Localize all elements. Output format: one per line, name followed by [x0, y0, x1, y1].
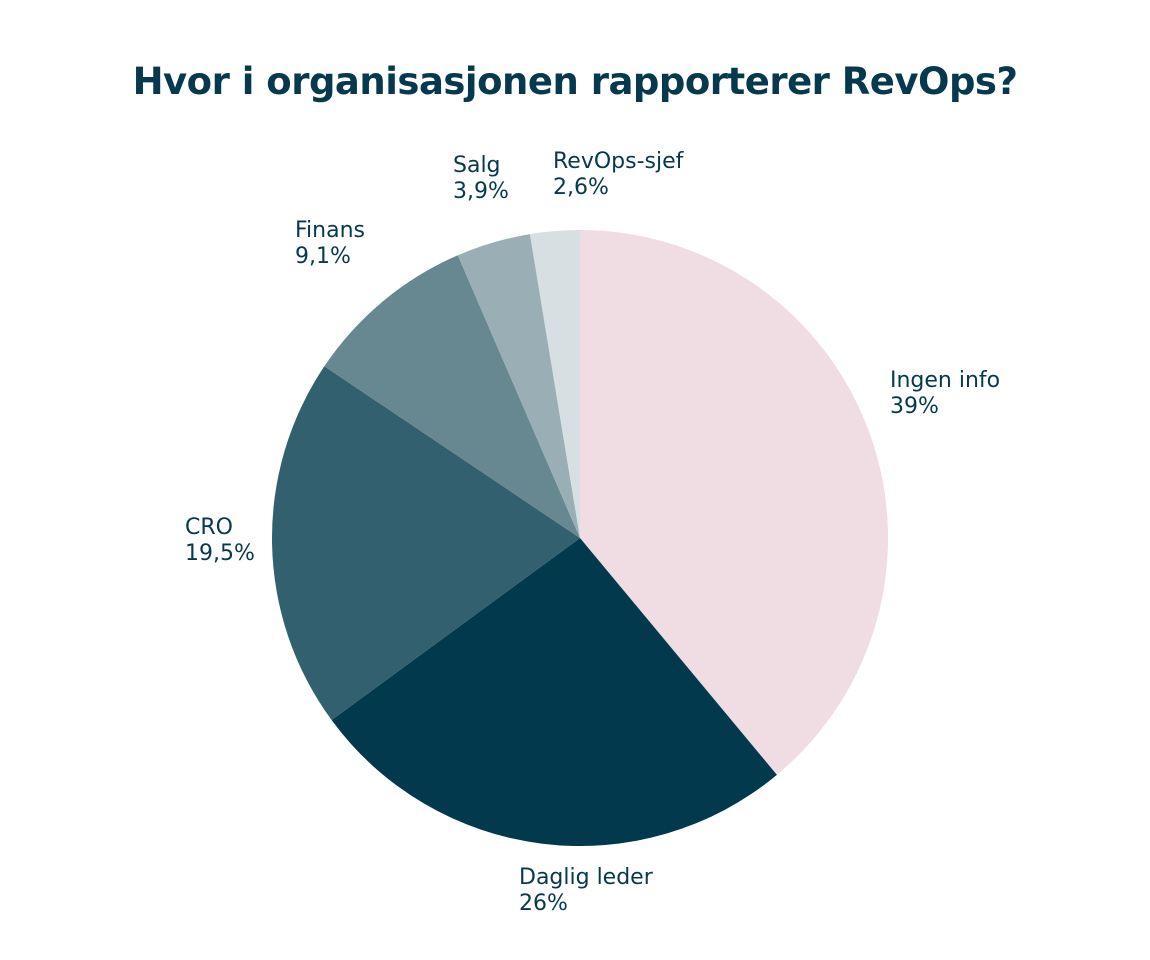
slice-label-ingen-info: Ingen info 39%	[890, 368, 1000, 420]
chart-title: Hvor i organisasjonen rapporterer RevOps…	[132, 60, 1018, 103]
slice-label-value: 19,5%	[185, 541, 255, 566]
pie-slice-finans	[324, 255, 580, 538]
pie-slice-ingen-info	[580, 230, 889, 775]
slice-label-revops-sjef: RevOps-sjef 2,6%	[553, 149, 683, 201]
slice-label-daglig-leder: Daglig leder 26%	[519, 865, 653, 917]
slice-label-value: 26%	[519, 891, 568, 916]
pie-slice-revops-sjef	[529, 230, 580, 538]
pie-slice-salg	[457, 234, 580, 538]
slice-label-name: RevOps-sjef	[553, 149, 684, 174]
slice-label-value: 3,9%	[453, 179, 509, 204]
slice-label-value: 2,6%	[553, 175, 609, 200]
slice-label-salg: Salg 3,9%	[453, 153, 509, 205]
slice-label-value: 9,1%	[295, 244, 351, 269]
pie-slice-cro	[271, 366, 580, 721]
slice-label-value: 39%	[890, 394, 939, 419]
slice-label-name: CRO	[185, 515, 233, 540]
slice-label-name: Finans	[295, 218, 365, 243]
pie-slice-daglig-leder	[331, 538, 777, 847]
slice-label-name: Daglig leder	[519, 865, 653, 890]
slice-label-finans: Finans 9,1%	[295, 218, 365, 270]
slice-label-name: Ingen info	[890, 368, 1001, 393]
slice-label-cro: CRO 19,5%	[185, 515, 255, 567]
slice-label-name: Salg	[453, 153, 501, 178]
